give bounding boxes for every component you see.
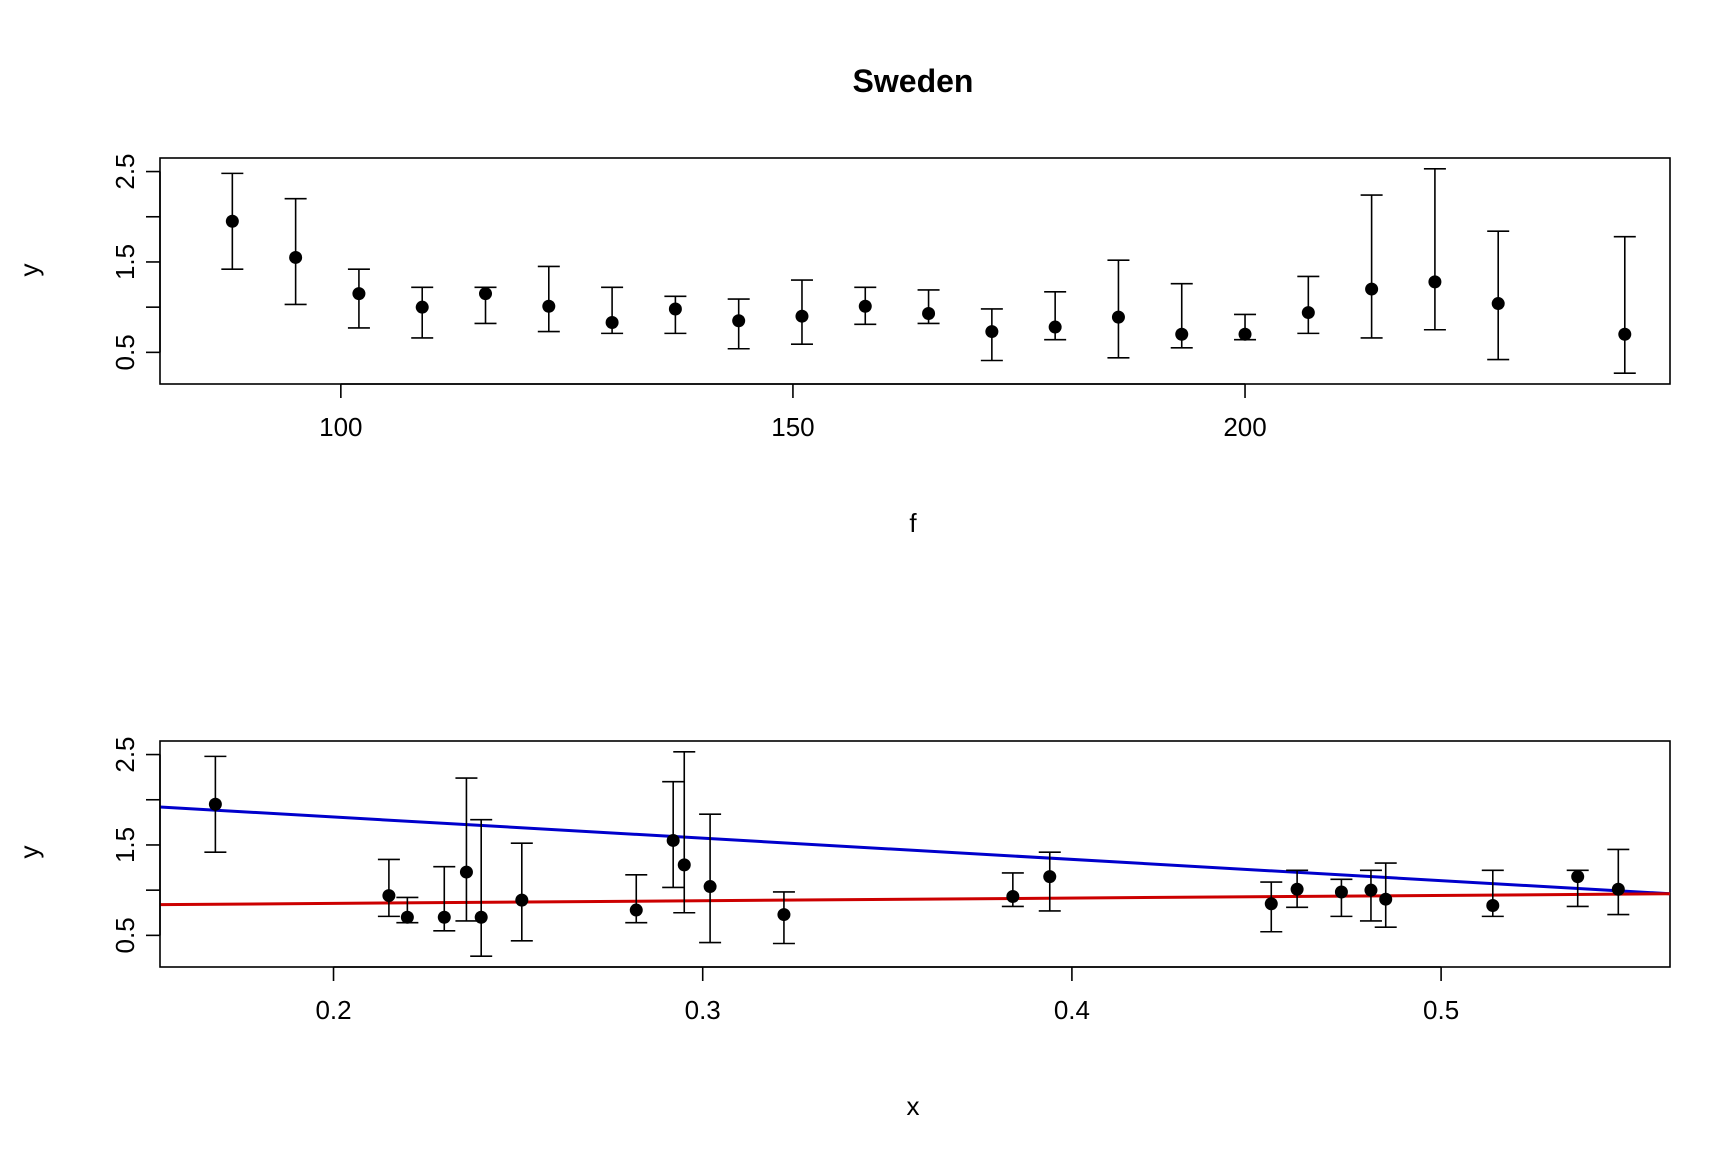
data-point [629, 903, 643, 917]
data-point [1264, 897, 1278, 911]
chart-title: Sweden [853, 63, 974, 99]
blue-fit-line [159, 805, 1671, 896]
data-point [1043, 870, 1057, 884]
y-tick-label: 1.5 [110, 244, 140, 280]
data-point [1111, 310, 1125, 324]
data-point [437, 910, 451, 924]
data-point [459, 865, 473, 879]
data-point [400, 910, 414, 924]
data-point [1364, 883, 1378, 897]
data-point [1048, 320, 1062, 334]
x-tick-label: 0.2 [315, 995, 351, 1025]
data-point [415, 300, 429, 314]
y-tick-label: 2.5 [110, 736, 140, 772]
red-fit-line [159, 892, 1671, 907]
data-point [1238, 327, 1252, 341]
y-tick-label: 0.5 [110, 917, 140, 953]
x-axis-label: f [909, 508, 917, 538]
data-point [1486, 899, 1500, 913]
x-tick-label: 150 [771, 412, 814, 442]
data-point [605, 316, 619, 330]
data-point [703, 880, 717, 894]
data-point [795, 309, 809, 323]
data-point [542, 299, 556, 313]
x-tick-label: 0.4 [1054, 995, 1090, 1025]
data-point [289, 250, 303, 264]
x-tick-label: 200 [1223, 412, 1266, 442]
data-point [515, 893, 529, 907]
data-point [208, 797, 222, 811]
data-point [382, 889, 396, 903]
x-tick-label: 0.5 [1423, 995, 1459, 1025]
data-point [858, 299, 872, 313]
data-point [1365, 282, 1379, 296]
data-point [668, 302, 682, 316]
data-point [777, 908, 791, 922]
bottom-plot-panel: 0.2 0.3 0.4 0.5 0.5 1.5 2.5 x y [14, 736, 1671, 1121]
data-point [1175, 327, 1189, 341]
data-point [1006, 889, 1020, 903]
data-point [352, 287, 366, 301]
data-point [677, 858, 691, 872]
data-point [666, 833, 680, 847]
data-point [1491, 297, 1505, 311]
y-axis: 0.5 1.5 2.5 [110, 736, 161, 953]
y-tick-label: 0.5 [110, 334, 140, 370]
fit-lines [159, 805, 1671, 907]
x-axis-label: x [907, 1091, 920, 1121]
x-axis: 100 150 200 [319, 383, 1267, 442]
x-axis: 0.2 0.3 0.4 0.5 [315, 966, 1459, 1025]
data-series [204, 751, 1630, 957]
data-point [1290, 882, 1304, 896]
y-axis-label: y [14, 846, 44, 859]
y-axis: 0.5 1.5 2.5 [110, 153, 161, 370]
data-point [1611, 882, 1625, 896]
x-tick-label: 0.3 [685, 995, 721, 1025]
top-plot-panel: Sweden 100 150 200 0.5 1.5 2.5 f y [14, 63, 1671, 538]
data-point [1379, 892, 1393, 906]
data-point [474, 910, 488, 924]
data-point [732, 314, 746, 328]
data-point [985, 325, 999, 339]
data-point [1301, 306, 1315, 320]
data-series [221, 168, 1636, 374]
x-tick-label: 100 [319, 412, 362, 442]
data-point [225, 214, 239, 228]
data-point [1428, 275, 1442, 289]
data-point [922, 306, 936, 320]
y-tick-label: 2.5 [110, 153, 140, 189]
y-axis-label: y [14, 264, 44, 277]
data-point [1334, 885, 1348, 899]
data-point [1571, 870, 1585, 884]
y-tick-label: 1.5 [110, 827, 140, 863]
data-point [479, 287, 493, 301]
data-point [1618, 327, 1632, 341]
